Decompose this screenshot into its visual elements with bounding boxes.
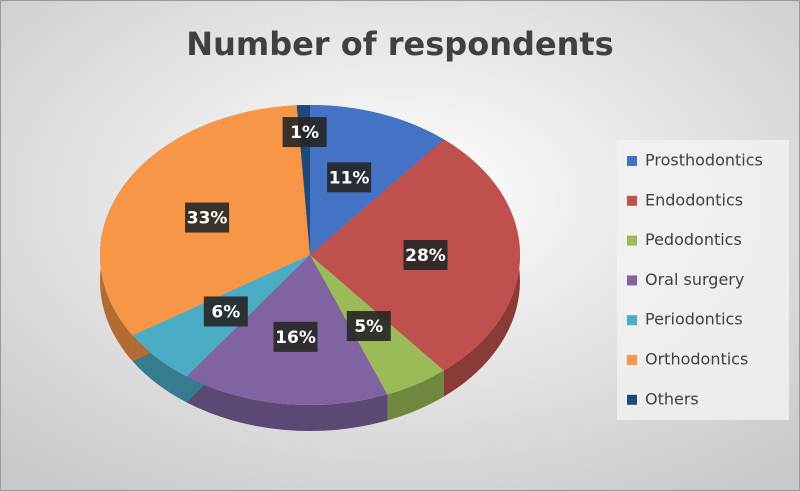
data-label: 16% <box>275 328 316 348</box>
legend-swatch <box>627 235 637 246</box>
legend-swatch <box>627 315 637 326</box>
data-label: 11% <box>329 168 370 188</box>
legend-box <box>617 140 789 420</box>
data-label: 33% <box>187 209 228 229</box>
data-label-box <box>403 240 448 270</box>
data-label-box <box>282 117 327 148</box>
data-label: 28% <box>405 246 446 266</box>
legend-label: Others <box>645 389 699 408</box>
data-label-box <box>346 311 391 342</box>
legend-label: Oral surgery <box>645 270 744 289</box>
legend-swatch <box>627 394 637 405</box>
chart-title: Number of respondents <box>186 25 613 63</box>
legend-label: Pedodontics <box>645 230 742 249</box>
slice-side <box>186 376 388 431</box>
legend-label: Endodontics <box>645 190 743 209</box>
data-label-box <box>203 296 248 327</box>
legend-label: Periodontics <box>645 310 743 329</box>
data-label: 1% <box>290 123 319 143</box>
legend-label: Prosthodontics <box>645 151 763 170</box>
data-label: 6% <box>211 302 240 322</box>
legend-swatch <box>627 156 637 166</box>
data-label-box <box>327 162 372 193</box>
legend-swatch <box>627 355 637 365</box>
data-label-box <box>185 202 230 233</box>
data-label: 5% <box>354 317 383 337</box>
data-label-box <box>273 321 318 352</box>
legend-swatch <box>627 275 637 286</box>
legend-label: Orthodontics <box>645 350 748 369</box>
slice <box>310 105 444 255</box>
legend-swatch <box>627 195 637 206</box>
